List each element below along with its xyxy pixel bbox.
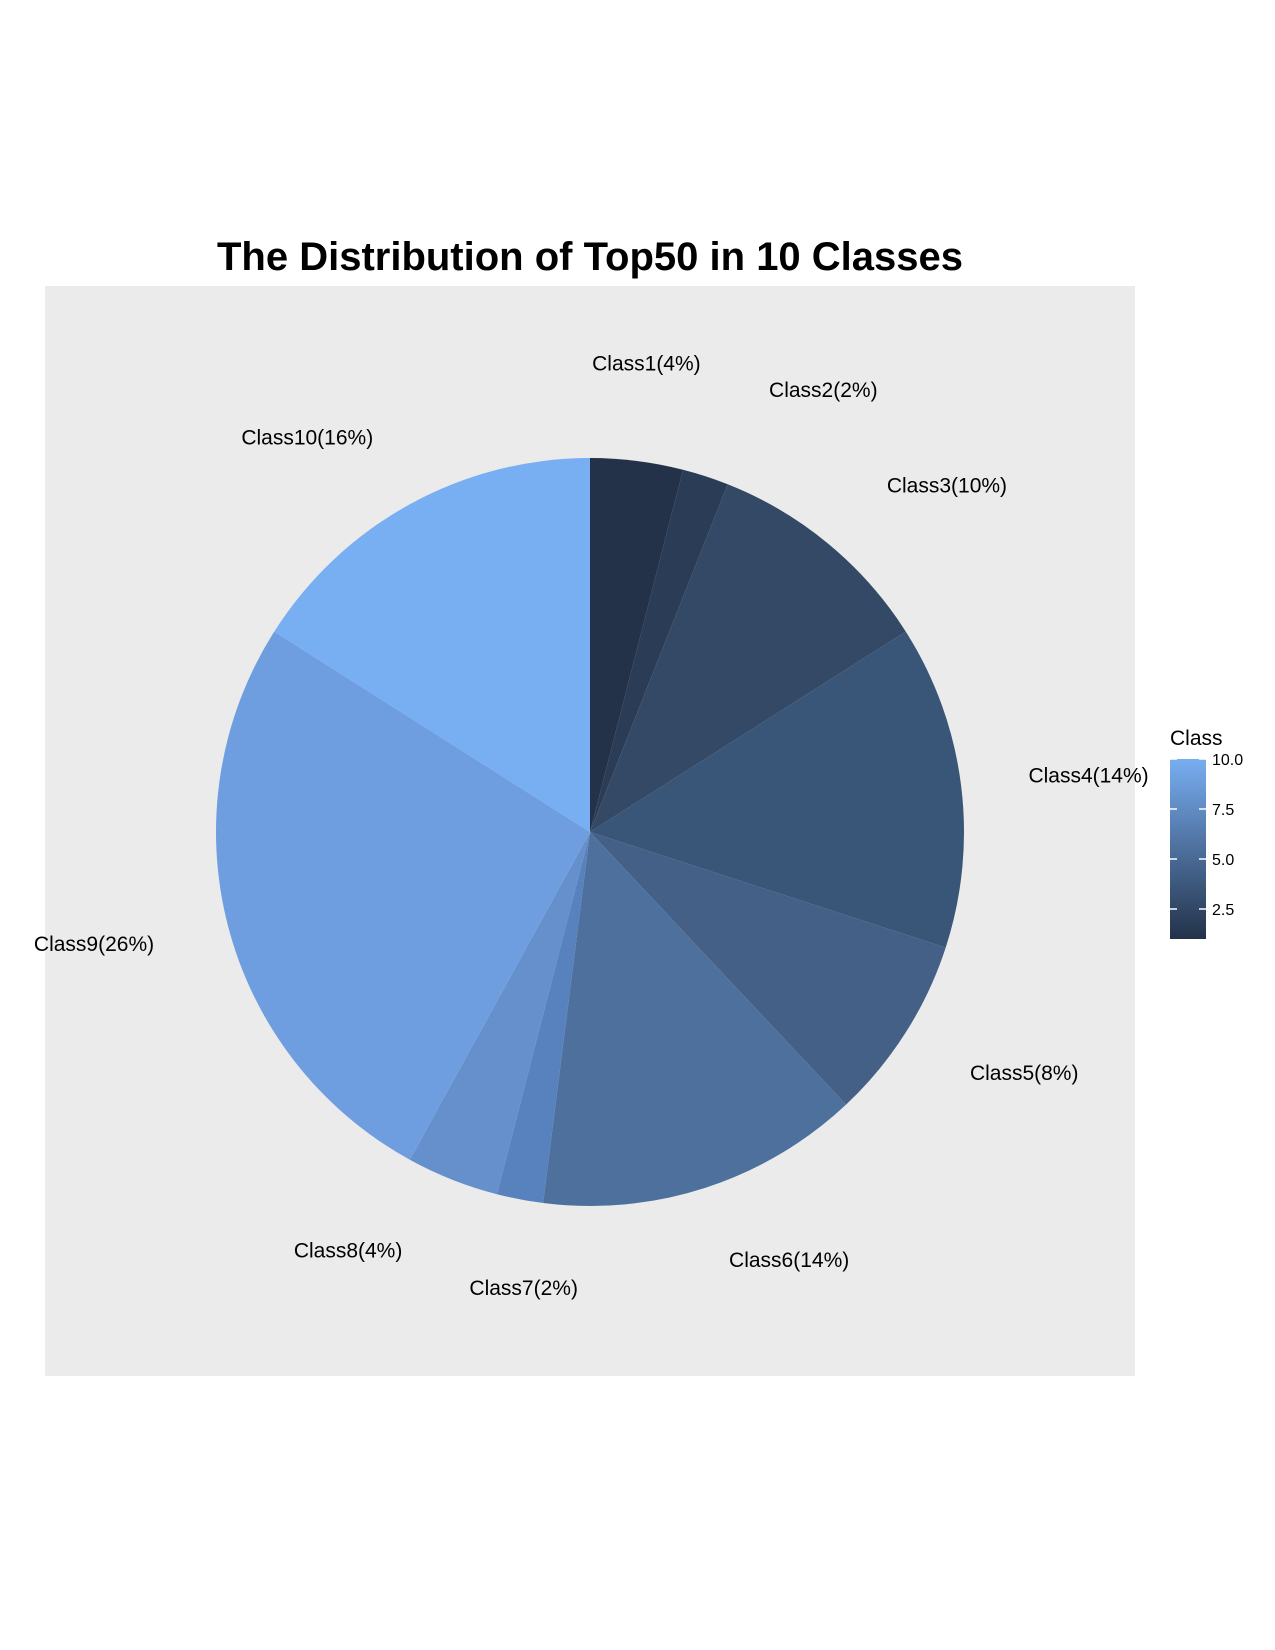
chart-title: The Distribution of Top50 in 10 Classes: [217, 235, 963, 279]
pie-slice-class1: [590, 458, 684, 832]
pie-slice-labels: Class1(4%) Class2(2%) Class3(10%) Class4(14…: [34, 353, 1149, 1300]
pie-slice-class7: [496, 832, 590, 1204]
pie-label-class7: Class7(2%): [469, 1277, 578, 1300]
legend-tick-label: 2.5: [1212, 902, 1234, 919]
pie-label-class8: Class8(4%): [294, 1239, 403, 1262]
pie-label-class2: Class2(2%): [769, 379, 878, 402]
pie-slice-class3: [590, 484, 906, 832]
legend-colorbar: [1170, 759, 1206, 939]
pie-slice-class10: [274, 458, 590, 832]
pie-label-class10: Class10(16%): [241, 427, 373, 450]
legend-title: Class: [1170, 727, 1223, 750]
pie-slice-class8: [409, 832, 590, 1195]
pie-label-class4: Class4(14%): [1028, 765, 1148, 788]
pie-label-class5: Class5(8%): [970, 1062, 1079, 1085]
legend-ticks: 2.5 5.0 7.5 10.0: [1170, 752, 1243, 919]
pie-label-class6: Class6(14%): [729, 1249, 849, 1272]
pie-slices: [216, 458, 965, 1207]
pie-slice-class4: [590, 631, 965, 948]
legend-tick-label: 7.5: [1212, 802, 1234, 819]
legend-tick-label: 10.0: [1212, 752, 1243, 769]
pie-label-class9: Class9(26%): [34, 933, 154, 956]
pie-label-class1: Class1(4%): [592, 353, 701, 376]
pie-slice-class5: [590, 832, 946, 1105]
legend-tick-label: 5.0: [1212, 852, 1234, 869]
legend: Class 2.5 5.0 7.5 10.0: [1170, 727, 1243, 939]
pie-slice-class9: [216, 631, 590, 1160]
pie-label-class3: Class3(10%): [887, 474, 1007, 497]
pie-slice-class2: [590, 469, 728, 832]
pie-slice-class6: [543, 832, 847, 1207]
